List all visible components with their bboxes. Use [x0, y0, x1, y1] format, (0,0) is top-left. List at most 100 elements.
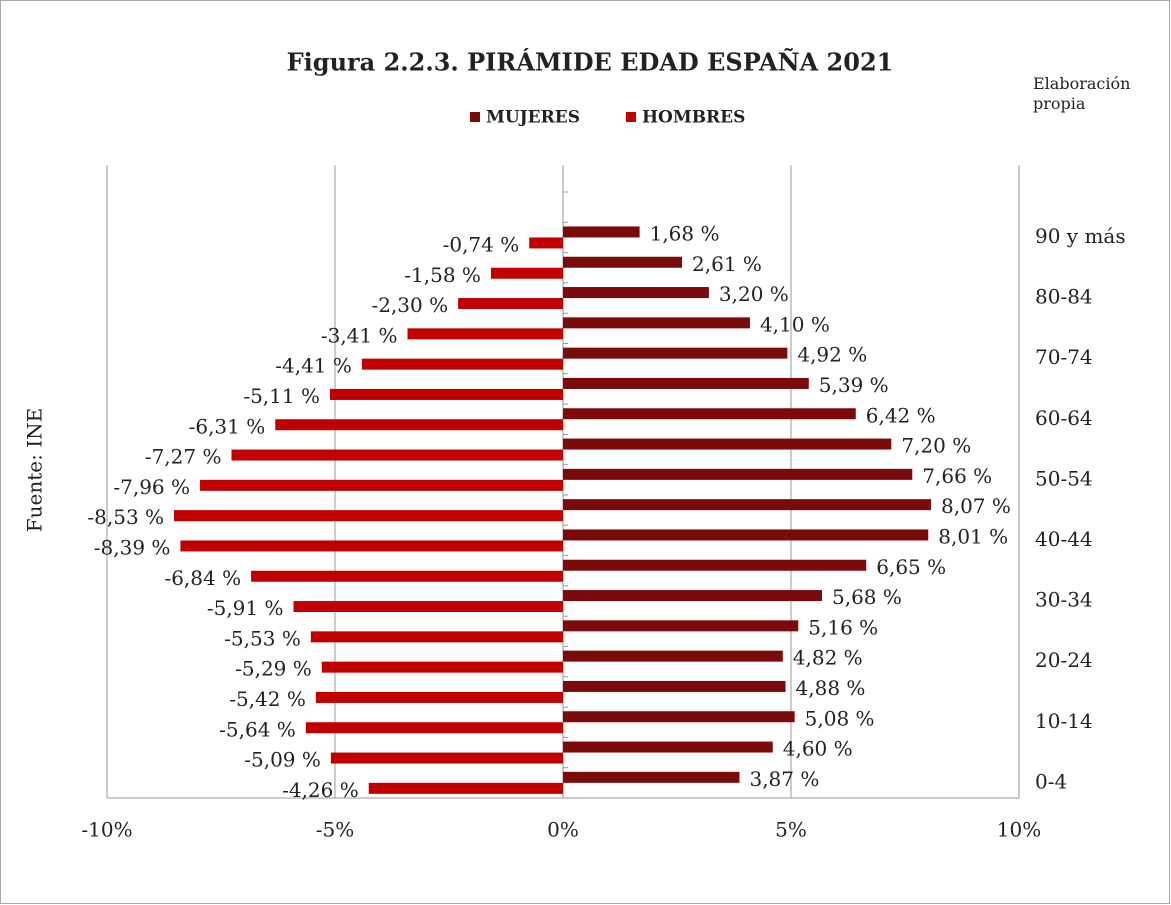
bar [458, 298, 563, 310]
value-label: 6,42 % [866, 403, 936, 427]
category-label: 40-44 [1035, 527, 1093, 551]
value-label: -0,74 % [443, 232, 520, 256]
bar [305, 722, 563, 734]
category-label: 20-24 [1035, 648, 1093, 672]
value-label: -7,96 % [113, 475, 190, 499]
category-label: 80-84 [1035, 285, 1093, 309]
value-label: -8,39 % [94, 535, 171, 559]
chart-title: Figura 2.2.3. PIRÁMIDE EDAD ESPAÑA 2021 [287, 48, 894, 77]
bar [563, 468, 913, 480]
bar [251, 570, 563, 582]
bar [563, 559, 867, 571]
bar [368, 782, 563, 794]
annotation: Elaboración propia [1033, 74, 1131, 113]
value-label: 3,20 % [719, 282, 789, 306]
value-label: -3,41 % [321, 323, 398, 347]
category-label: 90 y más [1035, 224, 1126, 248]
value-label: 4,10 % [760, 312, 830, 336]
bar [275, 419, 563, 431]
category-label: 50-54 [1035, 466, 1093, 490]
bar [563, 438, 892, 450]
bar [563, 620, 799, 632]
bar [563, 650, 783, 662]
legend-swatch [470, 112, 480, 122]
value-label: 2,61 % [692, 252, 762, 276]
value-label: -2,30 % [371, 293, 448, 317]
legend-swatch [626, 112, 636, 122]
category-label: 70-74 [1035, 345, 1093, 369]
bar [310, 631, 563, 643]
value-label: 8,07 % [941, 494, 1011, 518]
category-label: 0-4 [1035, 769, 1067, 793]
bar [315, 691, 563, 703]
bar [490, 267, 563, 279]
bar [174, 510, 564, 522]
value-label: 4,88 % [796, 676, 866, 700]
x-tick-label: -10% [81, 818, 132, 842]
bar [563, 741, 773, 753]
bar [407, 328, 563, 340]
bar [329, 388, 563, 400]
value-label: -1,58 % [404, 263, 481, 287]
value-label: -7,27 % [145, 445, 222, 469]
value-label: -4,41 % [275, 354, 352, 378]
source-label: Fuente: INE [23, 408, 47, 532]
x-tick-label: 10% [997, 818, 1041, 842]
legend-label: MUJERES [486, 108, 580, 128]
value-label: 5,68 % [832, 585, 902, 609]
bar [231, 449, 563, 461]
bar [529, 237, 563, 249]
bar [563, 347, 788, 359]
bar [563, 771, 740, 783]
value-label: 3,87 % [749, 767, 819, 791]
value-label: -5,11 % [243, 384, 320, 408]
bar [563, 317, 750, 329]
bar [200, 479, 564, 491]
value-label: -5,91 % [207, 596, 284, 620]
x-tick-label: -5% [316, 818, 355, 842]
bar [563, 226, 640, 238]
value-label: -5,64 % [219, 717, 296, 741]
annotation-box: Elaboración propia [1033, 74, 1131, 113]
value-label: -8,53 % [87, 505, 164, 529]
bar [563, 590, 823, 602]
bar [563, 680, 786, 692]
value-label: 6,65 % [876, 555, 946, 579]
category-label: 60-64 [1035, 406, 1093, 430]
value-label: 8,01 % [938, 524, 1008, 548]
value-label: -5,53 % [224, 626, 301, 650]
value-label: 4,92 % [797, 343, 867, 367]
bar [563, 499, 931, 511]
value-label: -5,29 % [235, 657, 312, 681]
value-label: -6,31 % [189, 414, 266, 438]
value-label: -5,09 % [244, 748, 321, 772]
bar [361, 358, 563, 370]
value-label: 7,20 % [901, 434, 971, 458]
bar [180, 540, 563, 552]
value-label: 5,39 % [819, 373, 889, 397]
value-label: -5,42 % [229, 687, 306, 711]
bar [293, 601, 563, 613]
bar [330, 752, 563, 764]
category-label: 30-34 [1035, 588, 1093, 612]
value-label: 1,68 % [650, 221, 720, 245]
bar [563, 377, 809, 389]
value-label: -4,26 % [282, 778, 359, 802]
value-label: 5,16 % [808, 615, 878, 639]
category-label: 10-14 [1035, 709, 1093, 733]
x-tick-label: 0% [547, 818, 579, 842]
x-tick-label: 5% [775, 818, 807, 842]
value-label: 4,82 % [793, 646, 863, 670]
bar [563, 408, 856, 420]
value-label: -6,84 % [164, 566, 241, 590]
value-label: 4,60 % [783, 737, 853, 761]
bar [321, 661, 563, 673]
bar [563, 256, 683, 268]
legend-label: HOMBRES [642, 108, 745, 128]
bar [563, 711, 795, 723]
bar [563, 529, 929, 541]
value-label: 5,08 % [805, 706, 875, 730]
value-label: 7,66 % [922, 464, 992, 488]
